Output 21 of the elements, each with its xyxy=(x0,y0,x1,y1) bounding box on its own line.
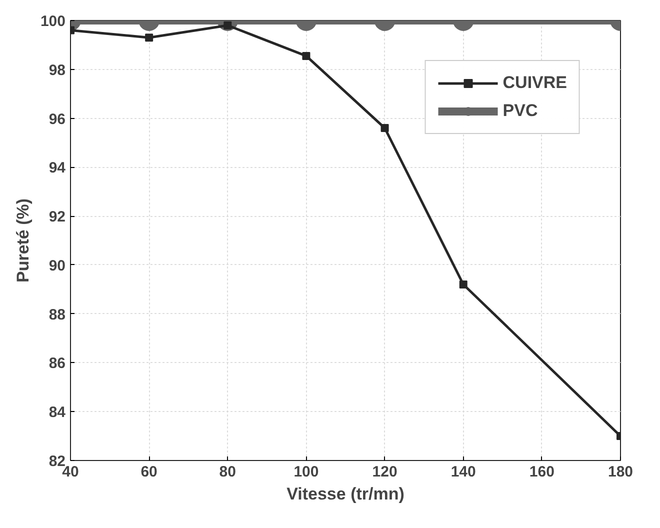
x-tick-label: 120 xyxy=(372,464,398,480)
x-tick-label: 100 xyxy=(294,464,319,480)
legend-label: CUIVRE xyxy=(502,73,567,93)
y-tick-label: 92 xyxy=(48,208,66,226)
y-tick-label: 100 xyxy=(40,13,66,30)
x-tick-label: 140 xyxy=(450,464,476,480)
x-tick-label: 60 xyxy=(140,464,158,480)
x-tick-label: 160 xyxy=(529,464,554,480)
y-tick-label: 84 xyxy=(48,404,66,422)
x-tick-label: 180 xyxy=(608,464,634,480)
y-tick-label: 82 xyxy=(48,453,66,470)
y-tick-label: 86 xyxy=(48,355,66,372)
x-tick-label: 80 xyxy=(219,464,236,480)
y-tick-label: 94 xyxy=(48,160,66,177)
y-tick-label: 90 xyxy=(48,257,66,274)
y-tick-label: 96 xyxy=(48,110,66,128)
x-axis-title: Vitesse (tr/mn) xyxy=(286,484,404,504)
legend-label: PVC xyxy=(502,101,538,121)
y-tick-label: 88 xyxy=(48,306,66,324)
y-tick-label: 98 xyxy=(48,62,66,79)
y-axis-title: Pureté (%) xyxy=(13,198,32,283)
